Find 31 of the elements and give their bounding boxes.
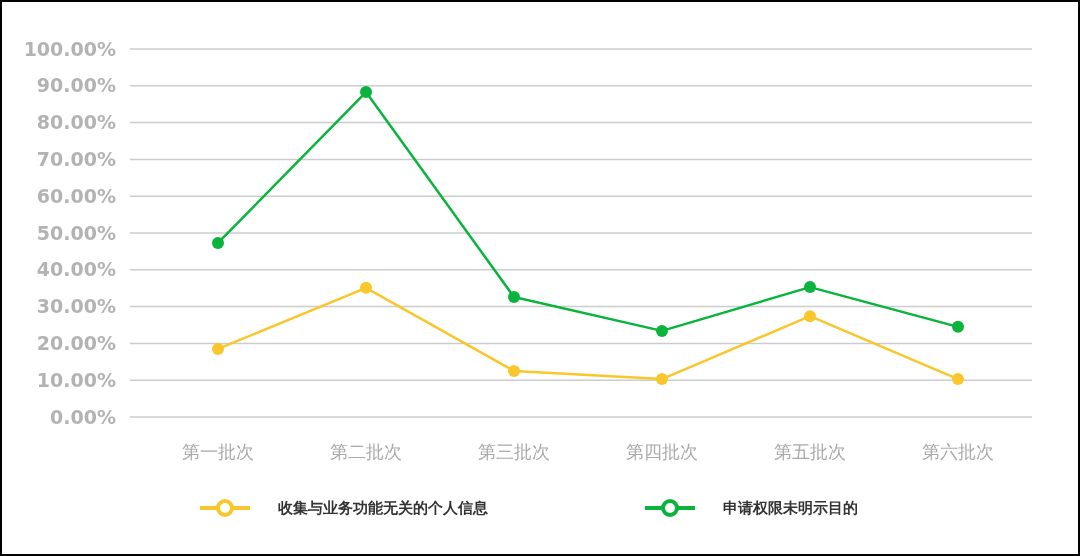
y-tick-label: 10.00% <box>36 368 116 391</box>
y-tick-label: 100.00% <box>23 37 116 60</box>
point <box>656 373 668 386</box>
point <box>804 310 816 323</box>
y-tick-label: 20.00% <box>36 332 116 355</box>
point <box>508 365 520 377</box>
y-tick-label: 30.00% <box>36 295 116 318</box>
x-tick-label: 第三批次 <box>478 441 550 463</box>
point <box>804 281 816 294</box>
point <box>508 291 520 304</box>
point <box>656 324 668 337</box>
x-tick-label: 第四批次 <box>626 441 698 463</box>
point <box>952 373 964 386</box>
y-tick-label: 60.00% <box>36 184 116 207</box>
y-tick-label: 50.00% <box>36 221 116 244</box>
point <box>952 320 964 333</box>
legend-label: 收集与业务功能无关的个人信息 <box>278 499 489 518</box>
y-tick-label: 90.00% <box>36 74 116 97</box>
x-tick-label: 第六批次 <box>922 441 994 463</box>
x-tick-label: 第二批次 <box>330 441 402 463</box>
point <box>212 342 224 355</box>
x-tick-label: 第一批次 <box>182 441 254 463</box>
point <box>360 86 372 99</box>
point <box>212 236 224 249</box>
y-tick-label: 70.00% <box>36 148 116 171</box>
point <box>360 281 372 294</box>
legend-label: 申请权限未明示目的 <box>723 499 858 518</box>
y-tick-label: 0.00% <box>50 405 116 428</box>
x-tick-label: 第五批次 <box>774 441 846 463</box>
y-tick-label: 40.00% <box>36 258 116 281</box>
y-tick-label: 80.00% <box>36 111 116 134</box>
